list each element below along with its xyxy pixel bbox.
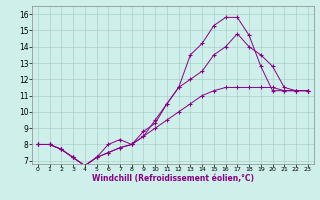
X-axis label: Windchill (Refroidissement éolien,°C): Windchill (Refroidissement éolien,°C) xyxy=(92,174,254,183)
